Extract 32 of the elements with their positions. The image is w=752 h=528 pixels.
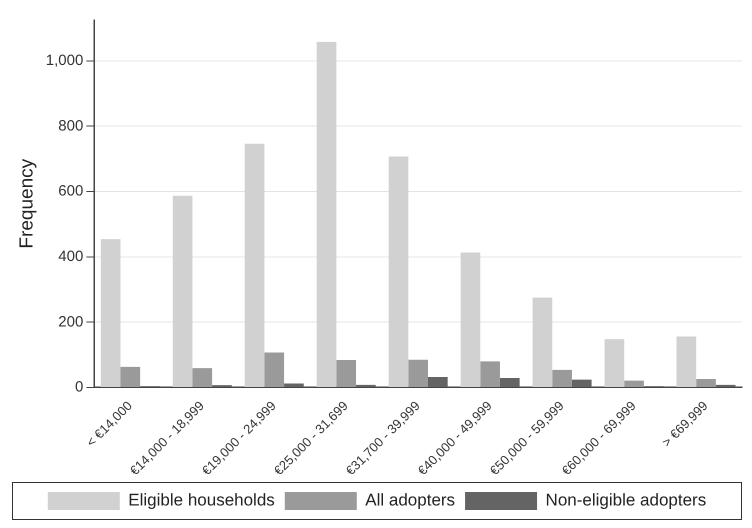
y-tick-label: 0 [74,378,84,396]
bar [500,378,520,387]
legend-label: Non-eligible adopters [546,490,706,510]
bar [572,380,592,387]
bar [604,339,624,387]
bar [624,380,644,387]
bar [316,42,336,387]
bar [172,196,192,387]
bar [408,360,428,387]
bar [532,298,552,387]
bar [336,360,356,387]
y-tick-label: 1,000 [46,52,84,69]
bar [100,239,120,387]
bar [552,370,572,387]
bar [460,252,480,387]
legend-label: Eligible households [128,490,275,510]
bar [264,352,284,387]
bar [284,384,304,387]
y-tick-label: 800 [58,117,84,134]
y-tick-label: 400 [58,248,84,265]
bar [676,336,696,387]
bar [696,378,716,387]
y-tick-label: 600 [58,182,84,200]
legend-label: All adopters [365,490,456,510]
bar [428,377,448,387]
y-tick-label: 200 [58,313,84,330]
bar [244,144,264,387]
bar [480,361,500,387]
y-axis-title: Frequency [16,158,38,249]
bar [120,366,140,387]
bar [388,156,408,387]
bar [192,368,212,387]
